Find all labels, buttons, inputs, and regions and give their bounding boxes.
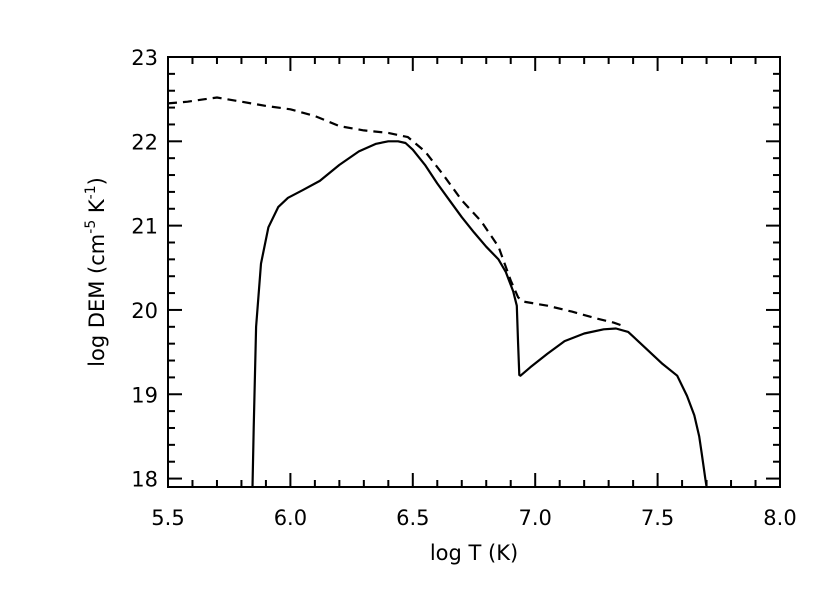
x-tick-label: 7.5 — [641, 506, 674, 530]
y-tick-label: 22 — [131, 130, 158, 154]
series-layer — [167, 96, 708, 488]
y-axis-label-sup1: -5 — [83, 220, 99, 234]
y-tick-label: 20 — [131, 299, 158, 323]
y-axis-label: log DEM (cm-5 K-1) — [83, 177, 109, 367]
y-tick-label: 23 — [131, 46, 158, 70]
x-tick-labels: 5.5 6.0 6.5 7.0 7.5 8.0 — [151, 506, 796, 530]
x-tick-label: 6.0 — [274, 506, 307, 530]
x-tick-label: 5.5 — [151, 506, 184, 530]
dashed-series-line — [167, 96, 627, 328]
x-axis-label: log T (K) — [430, 541, 518, 565]
plot-frame — [167, 56, 781, 488]
y-tick-labels: 18 19 20 21 22 23 — [131, 46, 158, 492]
y-axis-label-prefix: log DEM (cm — [85, 234, 109, 367]
x-tick-label: 7.0 — [518, 506, 551, 530]
y-axis-label-sup2: -1 — [83, 185, 99, 199]
y-axis-label-mid: K — [85, 198, 109, 220]
x-tick-label: 6.5 — [396, 506, 429, 530]
solid-series-line — [251, 140, 708, 488]
y-tick-label: 18 — [131, 468, 158, 492]
y-axis-label-suffix: ) — [85, 177, 109, 185]
y-tick-label: 21 — [131, 215, 158, 239]
y-tick-label: 19 — [131, 383, 158, 407]
tick-marks — [167, 56, 781, 487]
x-tick-label: 8.0 — [763, 506, 796, 530]
